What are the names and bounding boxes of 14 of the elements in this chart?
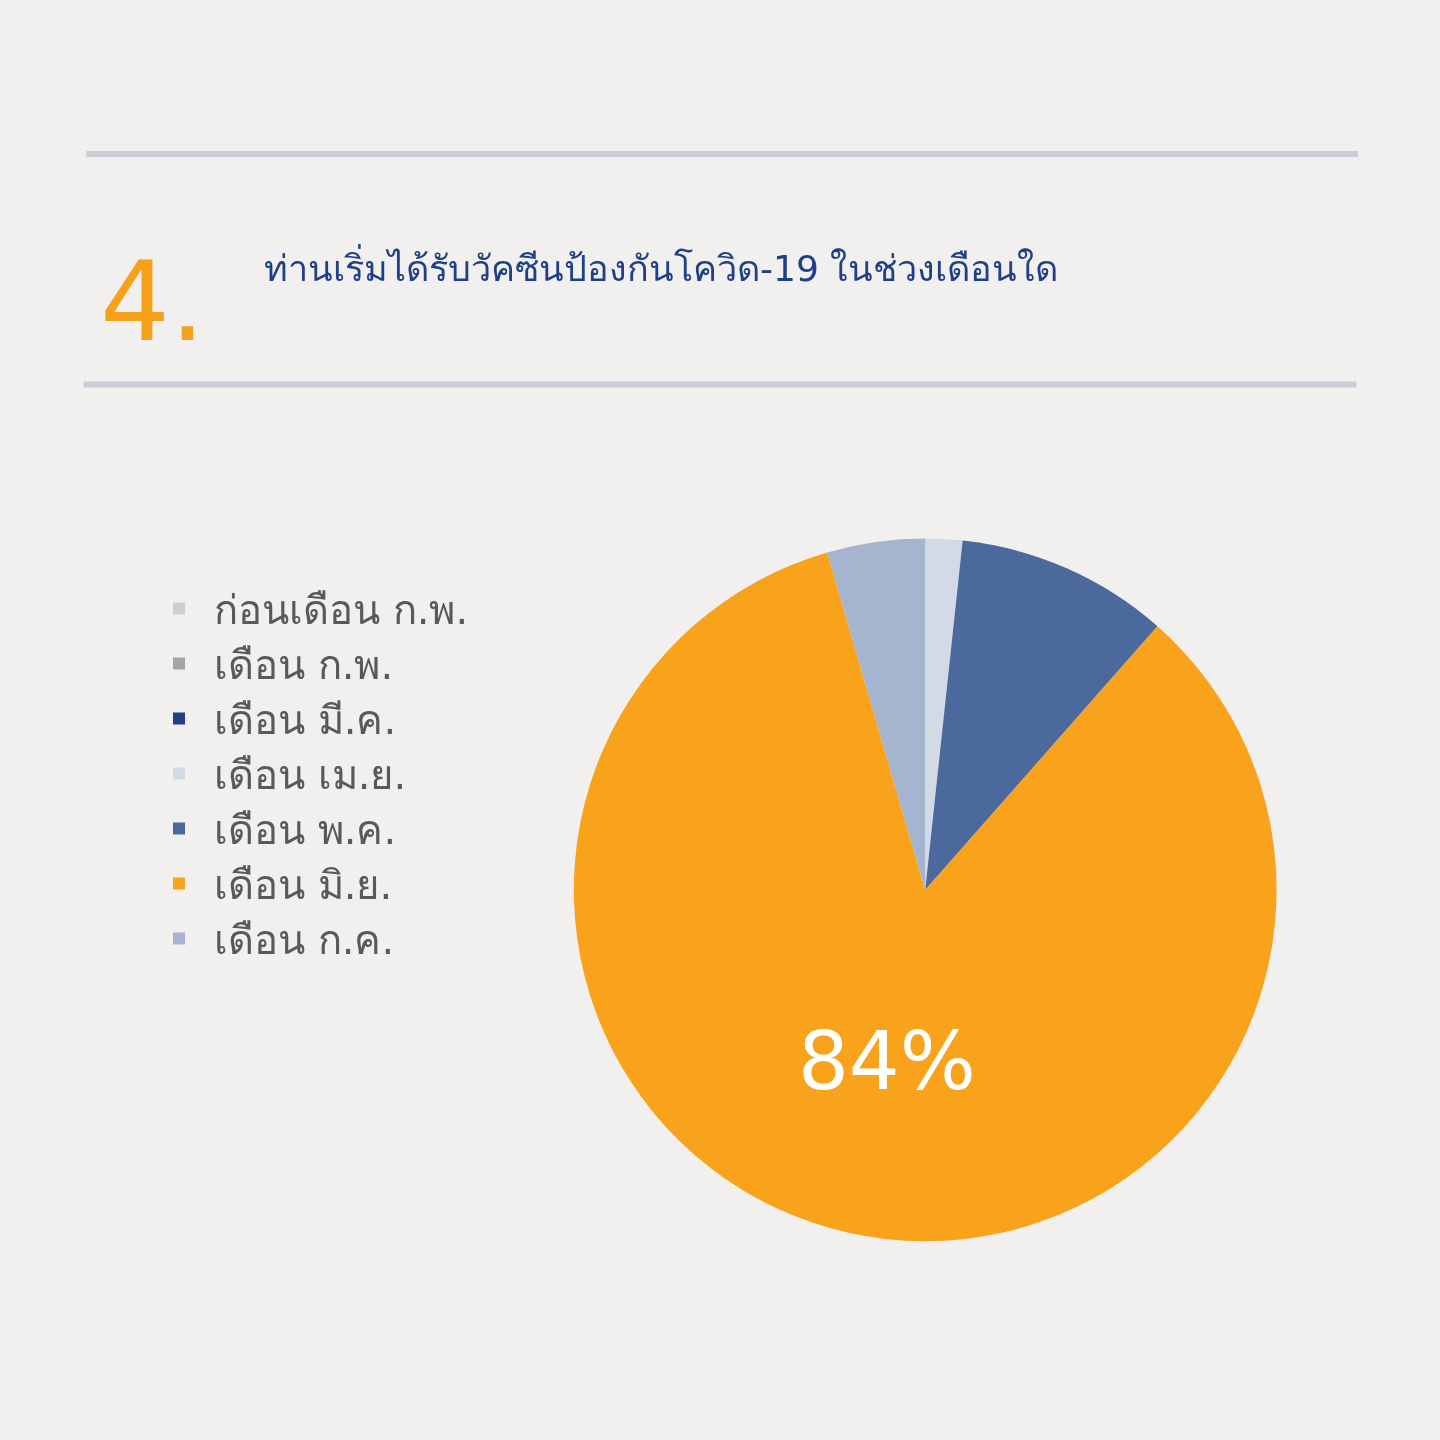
pie-slice	[925, 538, 963, 890]
legend-label: เดือน เม.ย.	[214, 752, 407, 799]
legend-label: เดือน มิ.ย.	[214, 862, 393, 909]
text: 4.	[100, 238, 205, 366]
pie-slice	[573, 552, 1277, 1242]
pie-slice	[925, 540, 1158, 890]
pie-slice	[827, 538, 926, 890]
chart-title: ท่านเริ่มได้รับวัคซีนป้องกันโควิด-19 ในช่วงเดือนใด	[264, 244, 1059, 289]
legend-label: เดือน มี.ค.	[214, 697, 397, 744]
legend-label: เดือน พ.ค.	[214, 807, 397, 854]
legend-label: เดือน ก.พ.	[214, 642, 394, 689]
legend-label: ก่อนเดือน ก.พ.	[214, 587, 469, 634]
data-label: 84%	[797, 1014, 976, 1108]
legend-label: เดือน ก.ค.	[214, 917, 395, 964]
